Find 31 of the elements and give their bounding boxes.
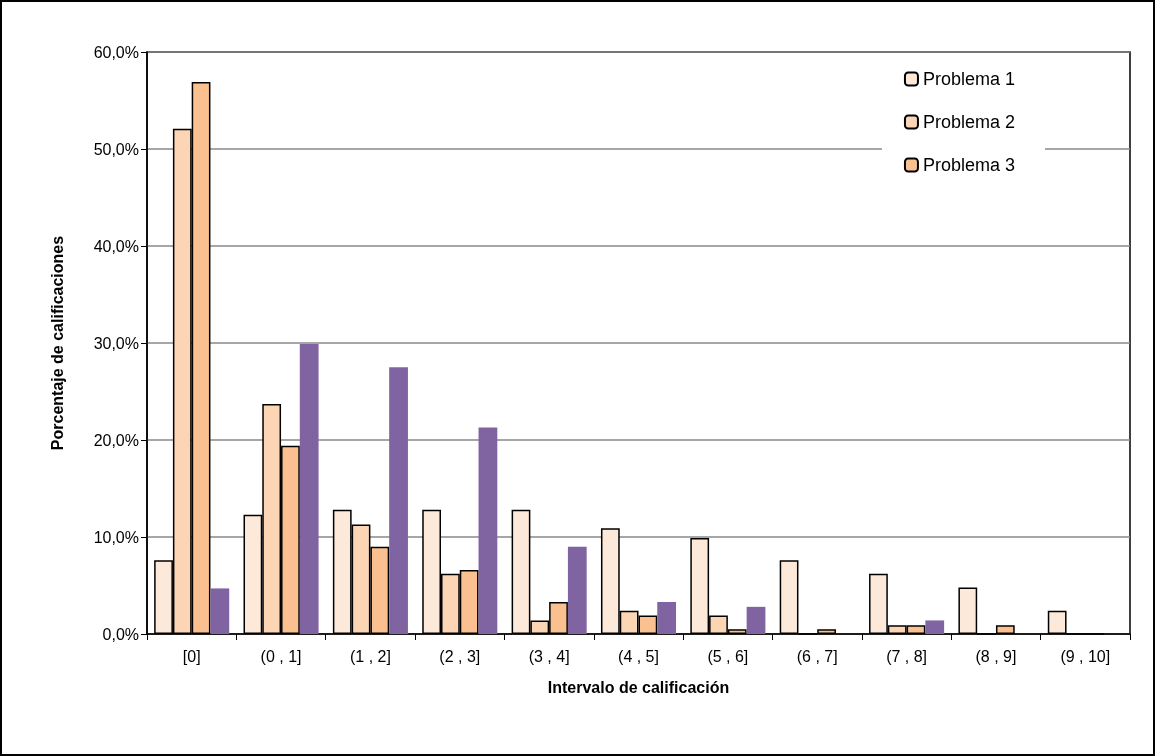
legend-label: Problema 1 xyxy=(922,69,1016,89)
legend-label: Problema 2 xyxy=(922,112,1016,132)
y-tick-label: 0,0% xyxy=(102,625,139,643)
x-tick-label: (4 , 5] xyxy=(618,647,659,665)
x-tick-label: (7 , 8] xyxy=(886,647,928,665)
x-tick-label: (9 , 10] xyxy=(1060,647,1111,665)
y-tick-label: 60,0% xyxy=(93,43,139,61)
x-tick-label: (8 , 9] xyxy=(975,647,1017,665)
bar xyxy=(389,367,408,634)
y-tick-label: 50,0% xyxy=(93,140,139,158)
y-tick-label: 10,0% xyxy=(93,528,139,546)
y-axis-title: Porcentaje de calificaciones xyxy=(48,235,66,451)
x-tick-label: (6 , 7] xyxy=(796,647,838,665)
x-tick-label: [0] xyxy=(182,647,201,665)
bar xyxy=(746,606,766,634)
bar xyxy=(478,427,498,634)
y-tick-label: 40,0% xyxy=(93,237,139,255)
y-tick-label: 30,0% xyxy=(93,334,139,352)
bar xyxy=(925,620,945,634)
x-tick-label: (3 , 4] xyxy=(528,647,570,665)
x-tick-label: (0 , 1] xyxy=(260,647,302,665)
x-tick-label: (2 , 3] xyxy=(439,647,481,665)
bar xyxy=(657,601,677,634)
bar xyxy=(210,588,230,634)
bar xyxy=(299,343,319,634)
bar xyxy=(567,546,587,634)
x-tick-label: (1 , 2] xyxy=(349,647,391,665)
x-axis-title: Intervalo de calificación xyxy=(547,678,730,696)
y-tick-label: 20,0% xyxy=(93,431,139,449)
legend-label: Problema 3 xyxy=(922,155,1016,175)
x-tick-label: (5 , 6] xyxy=(707,647,749,665)
